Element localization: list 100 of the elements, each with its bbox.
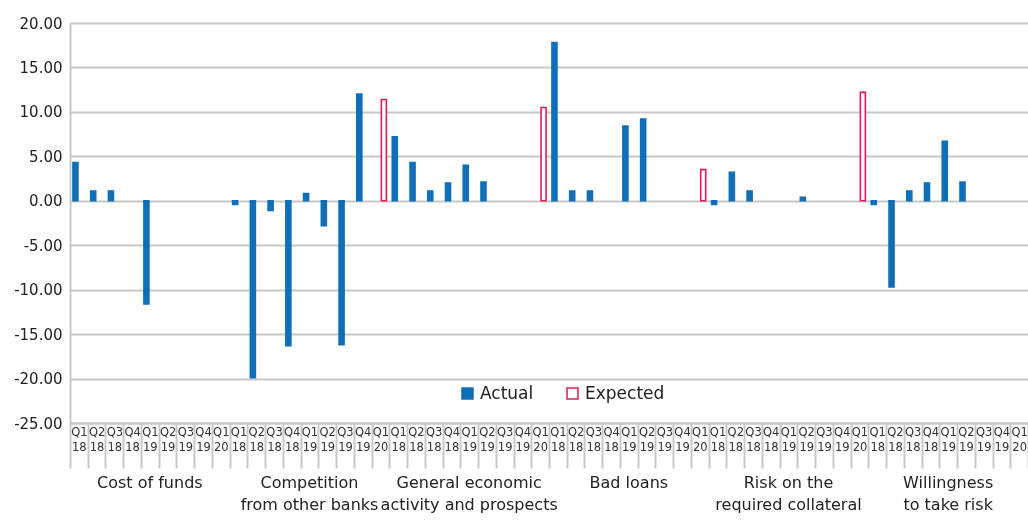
- bar: [320, 199, 328, 227]
- bar: [338, 199, 345, 346]
- x-tick-label: Q4 19: [514, 424, 532, 454]
- x-tick-label: Q1 18: [71, 424, 88, 454]
- x-tick-label: Q3 19: [656, 424, 673, 454]
- x-tick-label: Q2 19: [319, 424, 336, 454]
- bar: [799, 196, 807, 202]
- x-tick-label: Q4 18: [763, 424, 780, 454]
- bar: [426, 190, 434, 202]
- text: Cost of funds: [97, 473, 203, 492]
- text: General economic activity and prospects: [380, 473, 558, 514]
- y-tick-label: -25.00: [14, 414, 63, 433]
- x-tick-label: Q1 20: [372, 424, 390, 454]
- x-tick-label: Q1 20: [851, 424, 869, 454]
- x-tick-label: Q2 18: [248, 424, 265, 454]
- x-tick-label: Q4 18: [922, 424, 940, 454]
- legend-label: Actual: [480, 382, 534, 403]
- x-tick-label: Q1 20: [1011, 424, 1028, 454]
- x-tick-label: Q4 18: [284, 424, 301, 454]
- y-tick-label: 5.00: [29, 147, 63, 166]
- bar: [356, 93, 363, 202]
- bar: [859, 91, 867, 202]
- x-tick-label: Q1 18: [230, 424, 248, 454]
- x-tick-label: Q1 19: [621, 424, 638, 454]
- x-tick-label: Q4 19: [674, 424, 691, 454]
- x-tick-label: Q4 19: [834, 424, 851, 454]
- bar: [959, 181, 966, 202]
- bar: [302, 192, 310, 202]
- bar: [391, 135, 399, 202]
- x-tick-label: Q3 19: [975, 424, 993, 454]
- y-tick-label: 10.00: [19, 103, 63, 122]
- x-tick-label: Q1 18: [869, 424, 886, 454]
- x-tick-label: Q1 20: [532, 424, 549, 454]
- bar: [285, 199, 292, 347]
- x-tick-label: Q1 18: [390, 424, 407, 454]
- x-tick-label: Q2 18: [727, 424, 744, 454]
- x-tick-label: Q1 20: [692, 424, 709, 454]
- y-tick-label: 15.00: [19, 58, 63, 77]
- bar: [89, 190, 97, 202]
- x-tick-label: Q3 18: [266, 424, 283, 454]
- x-tick-label: Q3 19: [337, 424, 354, 454]
- x-tick-label: Q4 18: [443, 424, 461, 454]
- y-tick-label: 0.00: [29, 192, 63, 211]
- bar: [728, 171, 736, 202]
- x-tick-label: Q3 18: [426, 424, 443, 454]
- bar: [231, 199, 239, 206]
- y-tick-label: -20.00: [14, 370, 63, 389]
- y-tick-label: -15.00: [14, 325, 63, 344]
- x-tick-label: Q2 18: [408, 424, 425, 454]
- x-tick-label: Q3 18: [905, 424, 922, 454]
- bar: [143, 199, 150, 305]
- x-tick-label: Q4 19: [355, 424, 372, 454]
- y-tick-label: -5.00: [23, 236, 63, 255]
- x-tick-label: Q3 18: [106, 424, 124, 454]
- bar: [462, 164, 470, 202]
- x-tick-label: Q2 19: [479, 424, 496, 454]
- x-tick-label: Q2 19: [638, 424, 656, 454]
- x-tick-label: Q2 19: [159, 424, 177, 454]
- x-tick-label: Q4 19: [993, 424, 1011, 454]
- x-tick-label: Q2 18: [887, 424, 904, 454]
- y-tick-label: 20.00: [19, 14, 63, 33]
- x-tick-label: Q1 19: [461, 424, 478, 454]
- bar: [480, 181, 487, 202]
- bar: [746, 190, 753, 202]
- bar: [380, 98, 388, 202]
- x-tick-label: Q3 19: [816, 424, 833, 454]
- x-tick-label: Q2 18: [567, 424, 585, 454]
- bar: [409, 161, 416, 202]
- x-tick-label: Q4 18: [603, 424, 620, 454]
- x-tick-label: Q1 20: [213, 424, 230, 454]
- x-tick-label: Q1 18: [709, 424, 727, 454]
- x-tick-label: Q1 19: [940, 424, 957, 454]
- x-tick-label: Q4 18: [124, 424, 141, 454]
- x-tick-label: Q1 18: [550, 424, 567, 454]
- x-tick-label: Q1 19: [301, 424, 319, 454]
- x-tick-label: Q3 18: [585, 424, 603, 454]
- bar: [568, 190, 576, 202]
- text: Risk on the required collateral: [715, 473, 862, 514]
- bar: [870, 199, 878, 206]
- text: Competition from other banks: [240, 473, 379, 514]
- bar: [540, 106, 547, 202]
- x-tick-label: Q4 19: [195, 424, 212, 454]
- bar: [888, 199, 895, 288]
- x-tick-label: Q3 19: [177, 424, 194, 454]
- legend-label: Expected: [585, 382, 665, 403]
- x-tick-label: Q2 19: [798, 424, 815, 454]
- x-tick-label: Q3 19: [496, 424, 514, 454]
- x-tick-label: Q1 19: [780, 424, 798, 454]
- text: Willingness to take risk: [903, 473, 994, 514]
- bar: [699, 168, 707, 202]
- bar: [586, 190, 594, 202]
- x-tick-label: Q2 18: [88, 424, 106, 454]
- bar: [941, 140, 949, 202]
- y-tick-label: -10.00: [14, 281, 63, 300]
- bar: [710, 199, 718, 206]
- bar: [249, 199, 257, 379]
- bar: [267, 199, 274, 212]
- bar: [444, 182, 452, 202]
- bar: [72, 161, 79, 202]
- bar: [107, 190, 115, 202]
